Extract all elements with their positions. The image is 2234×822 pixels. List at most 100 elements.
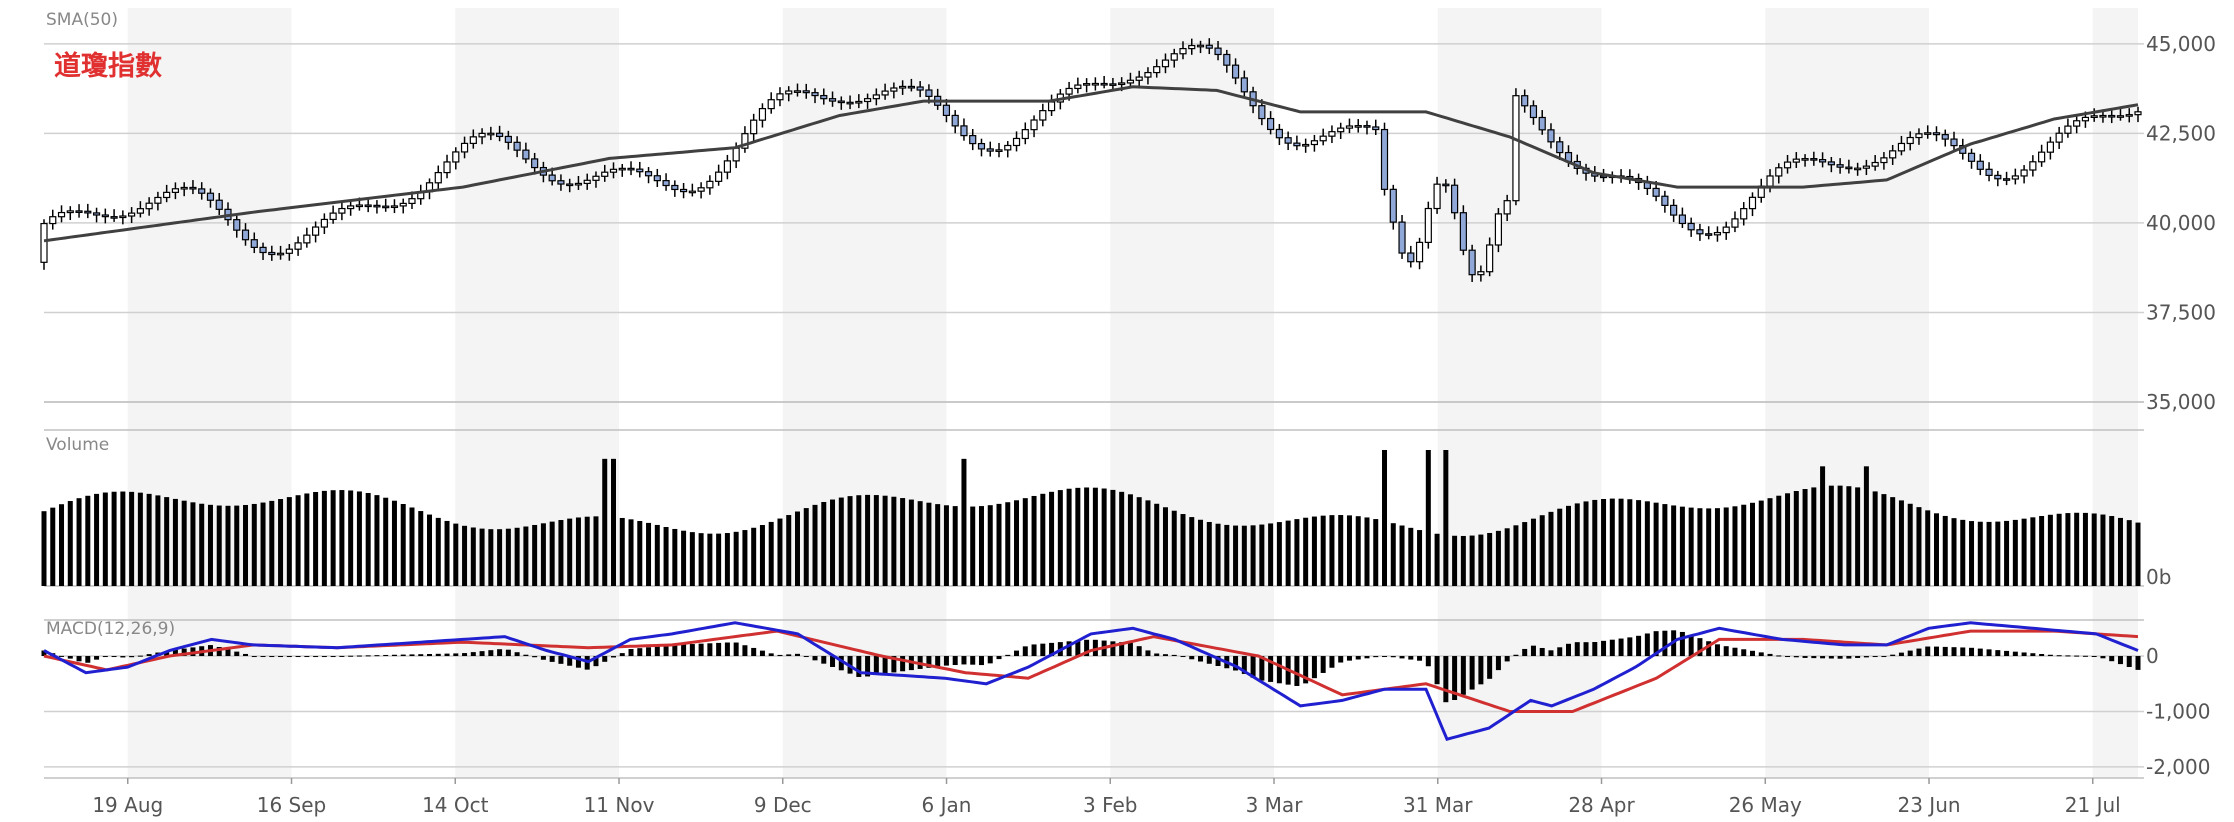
macd-hist-bar [321, 656, 327, 658]
volume-bar [1031, 495, 1037, 586]
macd-hist-bar [1995, 650, 2001, 657]
candle-body [1661, 195, 1669, 206]
candle-body [57, 211, 66, 218]
volume-bar [681, 530, 687, 586]
volume-bar [50, 507, 56, 586]
candle-body [1801, 158, 1809, 161]
candle-body [1188, 44, 1196, 50]
volume-bar [1452, 535, 1458, 586]
candle-body [942, 104, 951, 117]
candle-body [1030, 119, 1038, 131]
volume-bar [672, 528, 678, 586]
candle-body [268, 251, 276, 256]
volume-bar [1933, 513, 1939, 586]
candle-body [1161, 59, 1170, 68]
candle-body [2064, 125, 2072, 134]
volume-bar [1443, 450, 1449, 586]
macd-hist-bar [1644, 633, 1650, 657]
candle-body [1442, 183, 1450, 187]
macd-hist-bar [619, 653, 625, 657]
macd-hist-bar [172, 649, 178, 657]
macd-hist-bar [278, 656, 284, 658]
volume-panel [41, 450, 2141, 586]
candle-body [1547, 129, 1555, 143]
volume-bar [1049, 491, 1055, 586]
macd-hist-bar [137, 655, 143, 657]
volume-bar [2065, 513, 2071, 586]
volume-bar [698, 533, 704, 586]
candle-body [40, 222, 48, 263]
volume-bar [978, 506, 984, 586]
macd-hist-bar [987, 656, 993, 664]
volume-bar [1916, 507, 1922, 586]
candle-body [644, 171, 653, 177]
volume-bar [751, 527, 757, 586]
volume-label: Volume [46, 435, 109, 455]
volume-bar [1040, 493, 1046, 586]
candle-body [881, 90, 889, 96]
macd-hist-bar [2100, 656, 2106, 659]
candle-body [1196, 44, 1205, 48]
candle-body [1345, 125, 1354, 129]
volume-bar [1119, 491, 1125, 586]
candle-body [715, 171, 723, 182]
macd-hist-bar [146, 654, 152, 657]
volume-bar [234, 505, 240, 586]
macd-hist-bar [339, 655, 345, 657]
candle-body [2134, 111, 2142, 116]
candle-body [1468, 249, 1476, 276]
price-tick-label: 42,500 [2146, 121, 2216, 145]
volume-bar [1671, 505, 1677, 586]
macd-hist-bar [1241, 656, 1247, 674]
candle-body [145, 202, 153, 210]
macd-hist-bar [2091, 655, 2097, 657]
macd-hist-bar [759, 650, 765, 657]
volume-bar [1749, 502, 1755, 586]
volume-bar [1741, 504, 1747, 586]
candle-body [1722, 226, 1730, 234]
volume-bar [707, 533, 713, 586]
candle-body [452, 151, 460, 163]
macd-hist-bar [102, 656, 108, 658]
x-tick-label: 3 Mar [1246, 793, 1304, 817]
volume-bar [1417, 530, 1423, 586]
candle-body [338, 207, 346, 214]
candle-body [1783, 161, 1792, 169]
macd-hist-bar [1951, 647, 1957, 657]
macd-hist-bar [637, 648, 643, 657]
volume-bar [602, 458, 608, 586]
volume-bar [1846, 486, 1852, 586]
macd-hist-bar [1960, 647, 1966, 657]
candle-body [574, 182, 583, 186]
volume-bar [1101, 488, 1107, 586]
volume-bar [435, 517, 441, 586]
candle-body [688, 190, 696, 194]
volume-bar [1557, 508, 1563, 586]
volume-bar [943, 505, 949, 586]
volume-bar [768, 521, 774, 586]
volume-bar [304, 493, 310, 586]
macd-tick-label: 0 [2146, 644, 2159, 668]
macd-hist-bar [1276, 656, 1282, 684]
macd-hist-bar [1820, 656, 1826, 659]
macd-hist-bar [251, 656, 257, 658]
volume-bar [1723, 507, 1729, 586]
candle-body [2029, 161, 2037, 171]
candle-body [382, 205, 390, 209]
macd-hist-bar [383, 654, 389, 657]
macd-hist-bar [1662, 630, 1668, 657]
macd-hist-bar [1969, 647, 1975, 657]
candle-body [49, 216, 57, 225]
candle-body [75, 210, 83, 213]
macd-hist-bar [2074, 655, 2080, 657]
candle-body [1599, 175, 1608, 179]
macd-hist-bar [1557, 647, 1563, 657]
macd-hist-bar [978, 656, 984, 666]
volume-bar [1811, 487, 1817, 586]
volume-bar [1154, 503, 1160, 586]
macd-hist-bar [1233, 656, 1239, 671]
macd-hist-bar [1916, 648, 1922, 657]
candle-body [1670, 204, 1678, 216]
candle-body [2073, 120, 2081, 127]
candle-body [1451, 184, 1459, 214]
